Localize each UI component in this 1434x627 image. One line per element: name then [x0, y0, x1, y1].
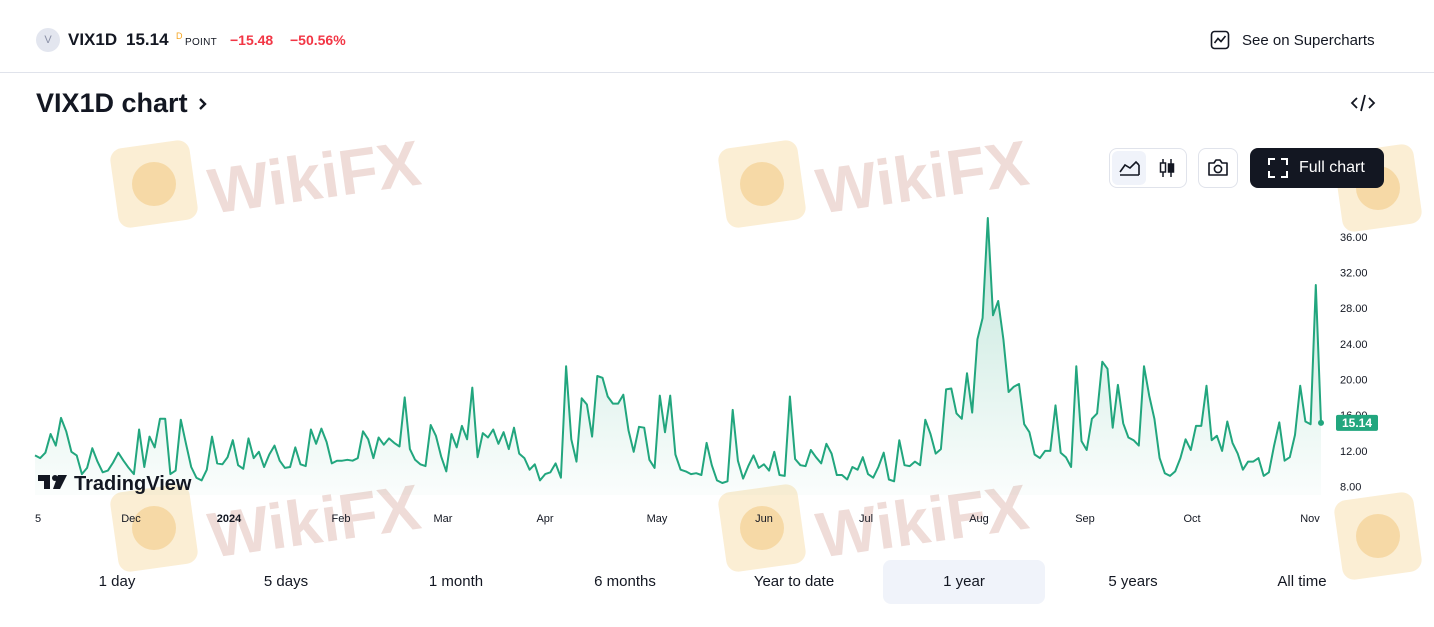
x-tick-label: Feb: [332, 513, 351, 525]
y-tick-label: 32.00: [1340, 268, 1368, 280]
embed-code-icon[interactable]: [1350, 92, 1376, 114]
x-tick-label: Oct: [1183, 513, 1200, 525]
price-change-percent: −50.56%: [290, 32, 346, 48]
tradingview-logo-icon: [38, 475, 67, 489]
x-tick-label: Nov: [1300, 513, 1320, 525]
chart-style-toggle: [1109, 148, 1187, 188]
area-style-button[interactable]: [1112, 151, 1146, 185]
y-tick-label: 12.00: [1340, 446, 1368, 458]
last-price-label-bg: [1336, 414, 1378, 431]
y-tick-label: 24.00: [1340, 339, 1368, 351]
candles-style-button[interactable]: [1150, 151, 1184, 185]
x-tick-label: Jun: [755, 513, 773, 525]
x-tick-label: Aug: [969, 513, 989, 525]
symbol-name: VIX1D: [68, 30, 118, 49]
page-title: VIX1D chart: [36, 88, 188, 118]
y-tick-label: 20.00: [1340, 375, 1368, 387]
see-on-supercharts-link[interactable]: See on Supercharts: [1210, 28, 1375, 52]
x-tick-label: May: [647, 513, 668, 525]
tradingview-wordmark: TradingView: [74, 473, 192, 495]
chevron-right-icon: [199, 98, 207, 110]
range-all-time[interactable]: All time: [1277, 573, 1327, 590]
price-unit: POINT: [185, 37, 218, 48]
range-1-month[interactable]: 1 month: [428, 573, 484, 590]
price-superscript: D: [176, 31, 183, 41]
range-1-year[interactable]: 1 year: [883, 560, 1045, 604]
y-tick-label: 8.00: [1340, 482, 1361, 494]
x-tick-label: Dec: [121, 513, 141, 525]
x-tick-label: Sep: [1075, 513, 1095, 525]
range-5-days[interactable]: 5 days: [263, 573, 309, 590]
x-tick-label: 5: [35, 513, 41, 525]
y-tick-label: 36.00: [1340, 232, 1368, 244]
symbol-logo: V: [36, 28, 60, 52]
camera-icon: [1208, 159, 1228, 176]
last-price-label: 15.14: [1342, 416, 1372, 430]
supercharts-label: See on Supercharts: [1242, 31, 1375, 49]
price-line: [34, 217, 1322, 484]
range-6-months[interactable]: 6 months: [594, 573, 656, 590]
price-chart[interactable]: 36.0032.0028.0024.0020.0016.0012.008.00 …: [0, 190, 1434, 535]
area-chart-icon: [1119, 160, 1140, 176]
price-area-fill: [35, 218, 1321, 495]
time-range-selector: 1 day 5 days 1 month 6 months Year to date 1 …: [0, 560, 1434, 604]
symbol-header: V VIX1D 15.14 D POINT −15.48 −50.56% See…: [0, 0, 1434, 73]
range-5-years[interactable]: 5 years: [1108, 573, 1158, 590]
last-price: 15.14: [126, 30, 169, 49]
x-tick-label: Jul: [859, 513, 873, 525]
range-1-day[interactable]: 1 day: [98, 573, 136, 590]
x-tick-label: 2024: [217, 513, 242, 525]
full-chart-label: Full chart: [1299, 159, 1365, 176]
price-change: −15.48: [230, 32, 274, 48]
range-year-to-date[interactable]: Year to date: [753, 573, 835, 590]
x-tick-label: Apr: [536, 513, 553, 525]
last-price-dot: [1318, 419, 1324, 426]
full-chart-button[interactable]: Full chart: [1250, 148, 1384, 188]
fullscreen-icon: [1268, 158, 1288, 178]
y-tick-label: 28.00: [1340, 303, 1368, 315]
chart-title-link[interactable]: VIX1D chart: [36, 88, 209, 119]
chart-line-icon: [1210, 30, 1230, 50]
snapshot-button[interactable]: [1198, 148, 1238, 188]
candlestick-icon: [1159, 159, 1175, 177]
tradingview-brand[interactable]: TradingView: [38, 473, 192, 495]
x-tick-label: Mar: [434, 513, 453, 525]
